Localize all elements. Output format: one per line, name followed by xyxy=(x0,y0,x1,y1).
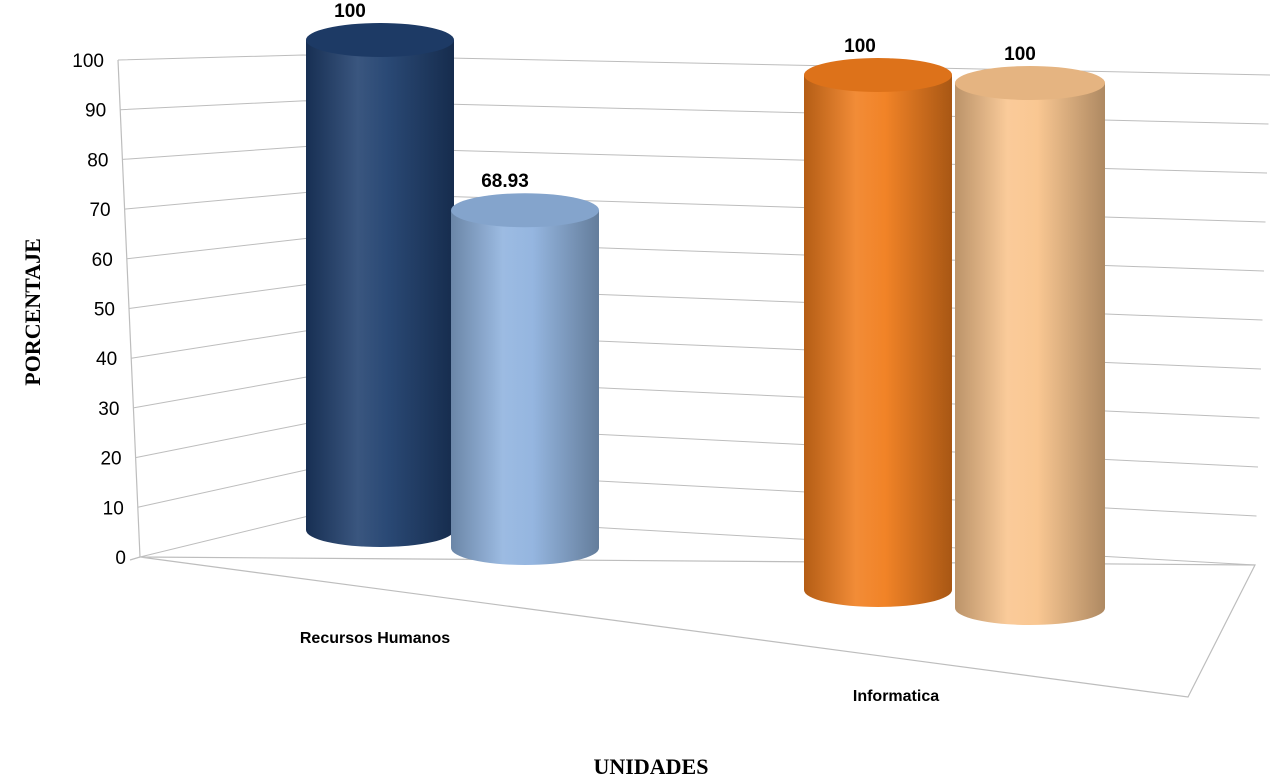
y-tick-label: 60 xyxy=(92,250,113,271)
y-tick-label: 30 xyxy=(98,399,119,420)
y-axis-title: PORCENTAJE xyxy=(20,238,45,386)
x-tick-label: Recursos Humanos xyxy=(300,630,450,647)
axis-stub xyxy=(129,556,141,561)
bar-top xyxy=(955,66,1105,100)
data-label: 68.93 xyxy=(481,171,529,192)
bar xyxy=(451,210,599,566)
bar-top xyxy=(306,23,454,57)
data-label: 100 xyxy=(844,36,876,57)
y-axis: 0 10 20 30 40 50 60 70 80 90 100 xyxy=(72,51,126,569)
bar xyxy=(306,40,454,547)
y-tick-label: 100 xyxy=(72,51,104,72)
y-tick-label: 50 xyxy=(94,300,115,321)
x-axis: Recursos Humanos Informatica xyxy=(300,630,939,705)
y-tick-label: 90 xyxy=(85,101,106,122)
floor-outline xyxy=(117,59,1256,698)
bar xyxy=(804,75,952,607)
y-tick-label: 0 xyxy=(115,548,126,569)
x-axis-title: UNIDADES xyxy=(594,754,709,779)
gridline xyxy=(117,54,1271,76)
x-tick-label: Informatica xyxy=(853,688,939,705)
bar xyxy=(955,83,1105,625)
y-tick-label: 10 xyxy=(103,498,124,519)
y-tick-label: 20 xyxy=(100,449,121,470)
y-tick-label: 80 xyxy=(87,150,108,171)
y-tick-label: 70 xyxy=(89,200,110,221)
bars xyxy=(306,23,1105,625)
y-tick-label: 40 xyxy=(96,349,117,370)
bar-top xyxy=(451,193,599,228)
data-label: 100 xyxy=(1004,44,1036,65)
data-label: 100 xyxy=(334,1,366,22)
data-labels: 100 68.93 100 100 xyxy=(334,1,1036,192)
bar-top xyxy=(804,58,952,92)
plot-frame xyxy=(117,59,1256,698)
